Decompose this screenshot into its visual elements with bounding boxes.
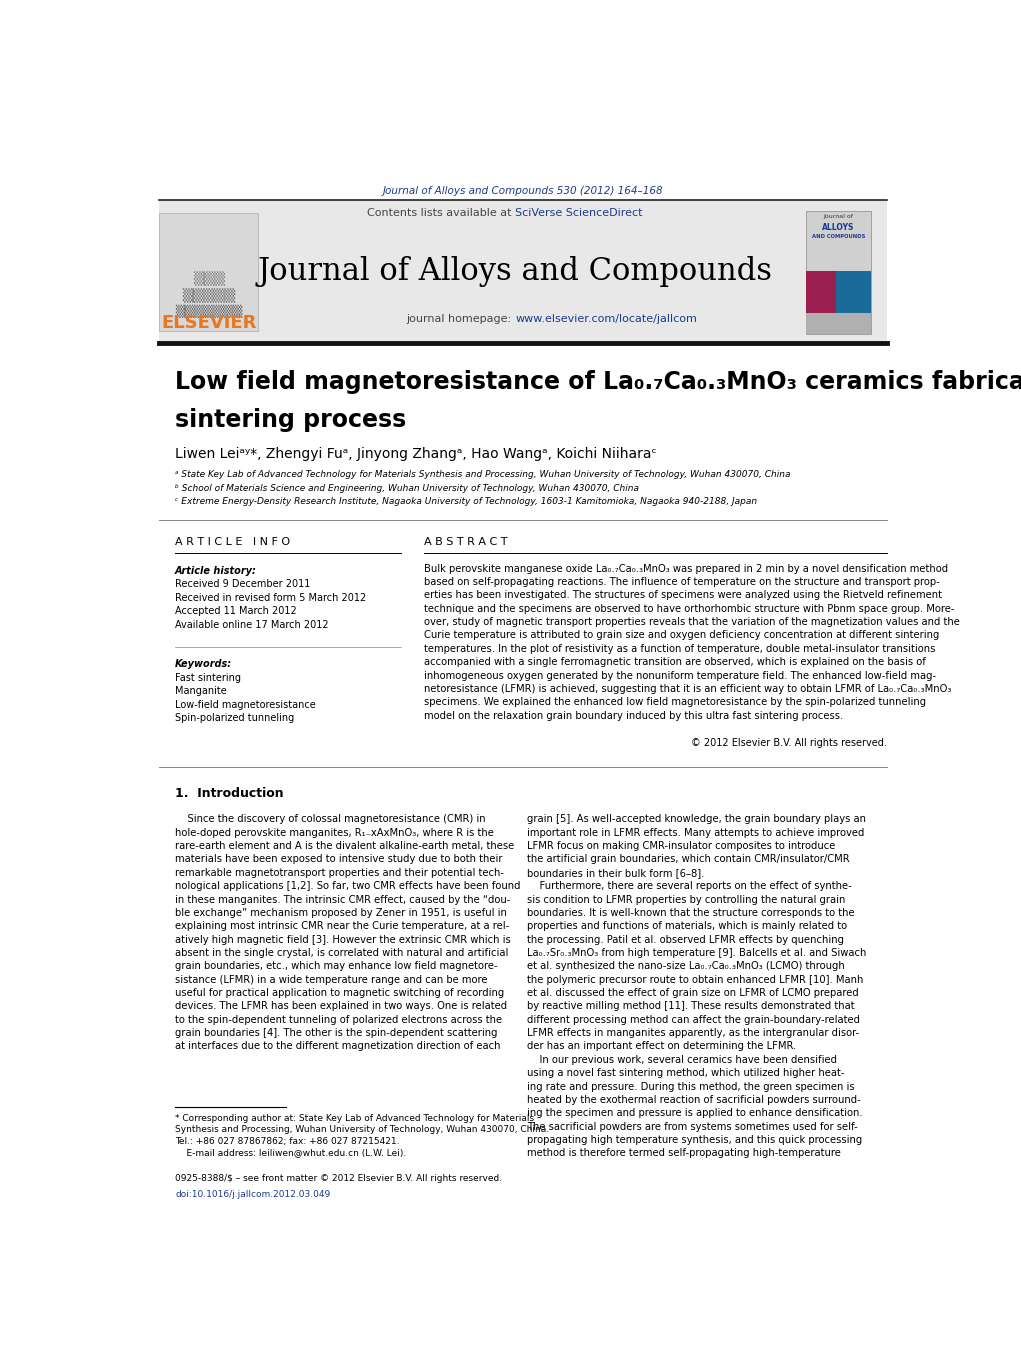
Bar xyxy=(806,272,836,313)
Text: ᵃ State Key Lab of Advanced Technology for Materials Synthesis and Processing, W: ᵃ State Key Lab of Advanced Technology f… xyxy=(176,470,790,480)
Text: ᵇ School of Materials Science and Engineering, Wuhan University of Technology, W: ᵇ School of Materials Science and Engine… xyxy=(176,484,639,493)
Text: Keywords:: Keywords: xyxy=(176,659,232,669)
Text: AND COMPOUNDS: AND COMPOUNDS xyxy=(812,234,865,239)
Text: ALLOYS: ALLOYS xyxy=(822,223,855,232)
Text: doi:10.1016/j.jallcom.2012.03.049: doi:10.1016/j.jallcom.2012.03.049 xyxy=(176,1190,331,1198)
Text: Spin-polarized tunneling: Spin-polarized tunneling xyxy=(176,713,294,724)
Text: Received 9 December 2011: Received 9 December 2011 xyxy=(176,580,310,589)
Text: 1.  Introduction: 1. Introduction xyxy=(176,788,284,800)
Text: Journal of: Journal of xyxy=(823,213,854,219)
Bar xyxy=(806,313,871,334)
Text: Low field magnetoresistance of La₀.₇Ca₀.₃MnO₃ ceramics fabricated by fast: Low field magnetoresistance of La₀.₇Ca₀.… xyxy=(176,370,1021,394)
Text: Fast sintering: Fast sintering xyxy=(176,673,241,682)
Text: Journal of Alloys and Compounds 530 (2012) 164–168: Journal of Alloys and Compounds 530 (201… xyxy=(383,186,664,196)
Text: Liwen Leiᵃʸ*, Zhengyi Fuᵃ, Jinyong Zhangᵃ, Hao Wangᵃ, Koichi Niiharaᶜ: Liwen Leiᵃʸ*, Zhengyi Fuᵃ, Jinyong Zhang… xyxy=(176,447,657,461)
Text: ▒▒▒▒▒▒▒: ▒▒▒▒▒▒▒ xyxy=(175,304,242,317)
Text: sintering process: sintering process xyxy=(176,408,406,431)
Text: A B S T R A C T: A B S T R A C T xyxy=(425,536,507,547)
Bar xyxy=(159,200,887,343)
Text: Low-field magnetoresistance: Low-field magnetoresistance xyxy=(176,700,315,709)
Bar xyxy=(159,213,258,331)
Text: Manganite: Manganite xyxy=(176,686,227,696)
Text: ▒▒▒: ▒▒▒ xyxy=(193,272,225,286)
Text: grain [5]. As well-accepted knowledge, the grain boundary plays an
important rol: grain [5]. As well-accepted knowledge, t… xyxy=(527,815,867,1158)
Text: Article history:: Article history: xyxy=(176,566,257,576)
Bar xyxy=(806,280,871,334)
Text: A R T I C L E   I N F O: A R T I C L E I N F O xyxy=(176,536,290,547)
Text: Received in revised form 5 March 2012: Received in revised form 5 March 2012 xyxy=(176,593,367,603)
Bar xyxy=(806,211,871,334)
Text: Since the discovery of colossal magnetoresistance (CMR) in
hole-doped perovskite: Since the discovery of colossal magnetor… xyxy=(176,815,521,1051)
Text: Bulk perovskite manganese oxide La₀.₇Ca₀.₃MnO₃ was prepared in 2 min by a novel : Bulk perovskite manganese oxide La₀.₇Ca₀… xyxy=(425,563,960,720)
Text: SciVerse ScienceDirect: SciVerse ScienceDirect xyxy=(516,208,643,218)
Text: www.elsevier.com/locate/jallcom: www.elsevier.com/locate/jallcom xyxy=(516,315,697,324)
Text: ▒▒▒▒▒: ▒▒▒▒▒ xyxy=(182,288,235,303)
Text: ᶜ Extreme Energy-Density Research Institute, Nagaoka University of Technology, 1: ᶜ Extreme Energy-Density Research Instit… xyxy=(176,497,758,507)
Text: Accepted 11 March 2012: Accepted 11 March 2012 xyxy=(176,607,297,616)
Text: * Corresponding author at: State Key Lab of Advanced Technology for Materials
Sy: * Corresponding author at: State Key Lab… xyxy=(176,1115,549,1158)
Text: © 2012 Elsevier B.V. All rights reserved.: © 2012 Elsevier B.V. All rights reserved… xyxy=(691,739,887,748)
Text: 0925-8388/$ – see front matter © 2012 Elsevier B.V. All rights reserved.: 0925-8388/$ – see front matter © 2012 El… xyxy=(176,1174,502,1183)
Text: Contents lists available at: Contents lists available at xyxy=(368,208,516,218)
Bar xyxy=(836,272,871,313)
Text: ELSEVIER: ELSEVIER xyxy=(161,313,256,332)
Text: Available online 17 March 2012: Available online 17 March 2012 xyxy=(176,620,329,630)
Text: Journal of Alloys and Compounds: Journal of Alloys and Compounds xyxy=(258,255,773,286)
Text: journal homepage:: journal homepage: xyxy=(406,315,516,324)
